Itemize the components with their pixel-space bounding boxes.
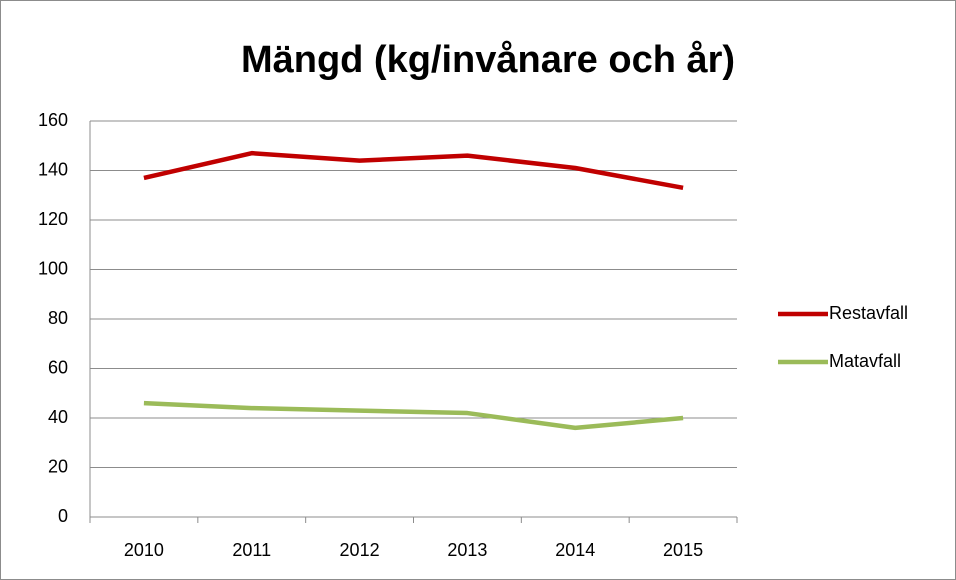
y-tick-label: 120 bbox=[38, 209, 68, 229]
x-tick-label: 2014 bbox=[555, 540, 595, 560]
y-tick-label: 100 bbox=[38, 258, 68, 278]
legend-label: Matavfall bbox=[829, 351, 901, 371]
x-tick-label: 2012 bbox=[340, 540, 380, 560]
y-tick-label: 40 bbox=[48, 407, 68, 427]
x-tick-label: 2015 bbox=[663, 540, 703, 560]
legend-label: Restavfall bbox=[829, 303, 908, 323]
y-tick-label: 20 bbox=[48, 456, 68, 476]
y-tick-label: 60 bbox=[48, 357, 68, 377]
series-line bbox=[143, 400, 684, 431]
y-tick-label: 0 bbox=[58, 506, 68, 526]
chart-title: Mängd (kg/invånare och år) bbox=[241, 39, 735, 81]
series-line bbox=[143, 150, 684, 191]
y-tick-label: 160 bbox=[38, 110, 68, 130]
y-tick-label: 80 bbox=[48, 308, 68, 328]
x-tick-label: 2010 bbox=[124, 540, 164, 560]
y-tick-label: 140 bbox=[38, 159, 68, 179]
x-tick-label: 2011 bbox=[232, 540, 271, 560]
x-tick-label: 2013 bbox=[447, 540, 487, 560]
